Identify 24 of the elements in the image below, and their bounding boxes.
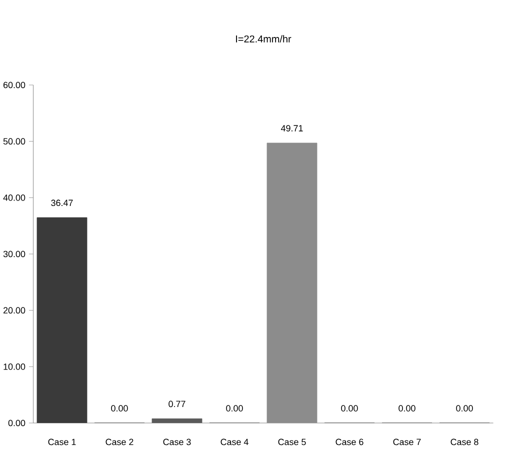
y-tick-label: 40.00 [3, 194, 26, 201]
data-label: 0.77 [168, 400, 186, 408]
data-label: 0.00 [398, 405, 416, 412]
data-label: 0.00 [226, 405, 243, 412]
x-tick-label: Case 3 [163, 438, 191, 446]
x-tick-label: Case 5 [278, 438, 306, 446]
y-tick-label: 50.00 [3, 138, 26, 145]
y-tick-label: 10.00 [4, 363, 26, 370]
x-tick-label: Case 8 [450, 438, 478, 446]
y-tick-label: 60.00 [3, 82, 26, 88]
y-tick-label: 30.00 [3, 250, 26, 258]
data-label: 0.00 [456, 405, 473, 412]
x-tick-label: Case 4 [220, 438, 248, 446]
data-label: 0.00 [111, 405, 128, 412]
data-label: 0.00 [341, 405, 358, 412]
x-tick-label: Case 2 [106, 438, 134, 446]
x-tick-label: Case 1 [48, 438, 76, 446]
data-label: 36.47 [51, 200, 73, 206]
y-tick-label: 0.00 [8, 420, 26, 426]
y-tick-label: 20.00 [3, 307, 26, 314]
x-tick-label: Case 6 [336, 438, 364, 446]
x-tick-label: Case 7 [393, 438, 421, 446]
data-label: 49.71 [280, 125, 303, 132]
chart-title: I=22.4mm/hr [236, 35, 292, 42]
